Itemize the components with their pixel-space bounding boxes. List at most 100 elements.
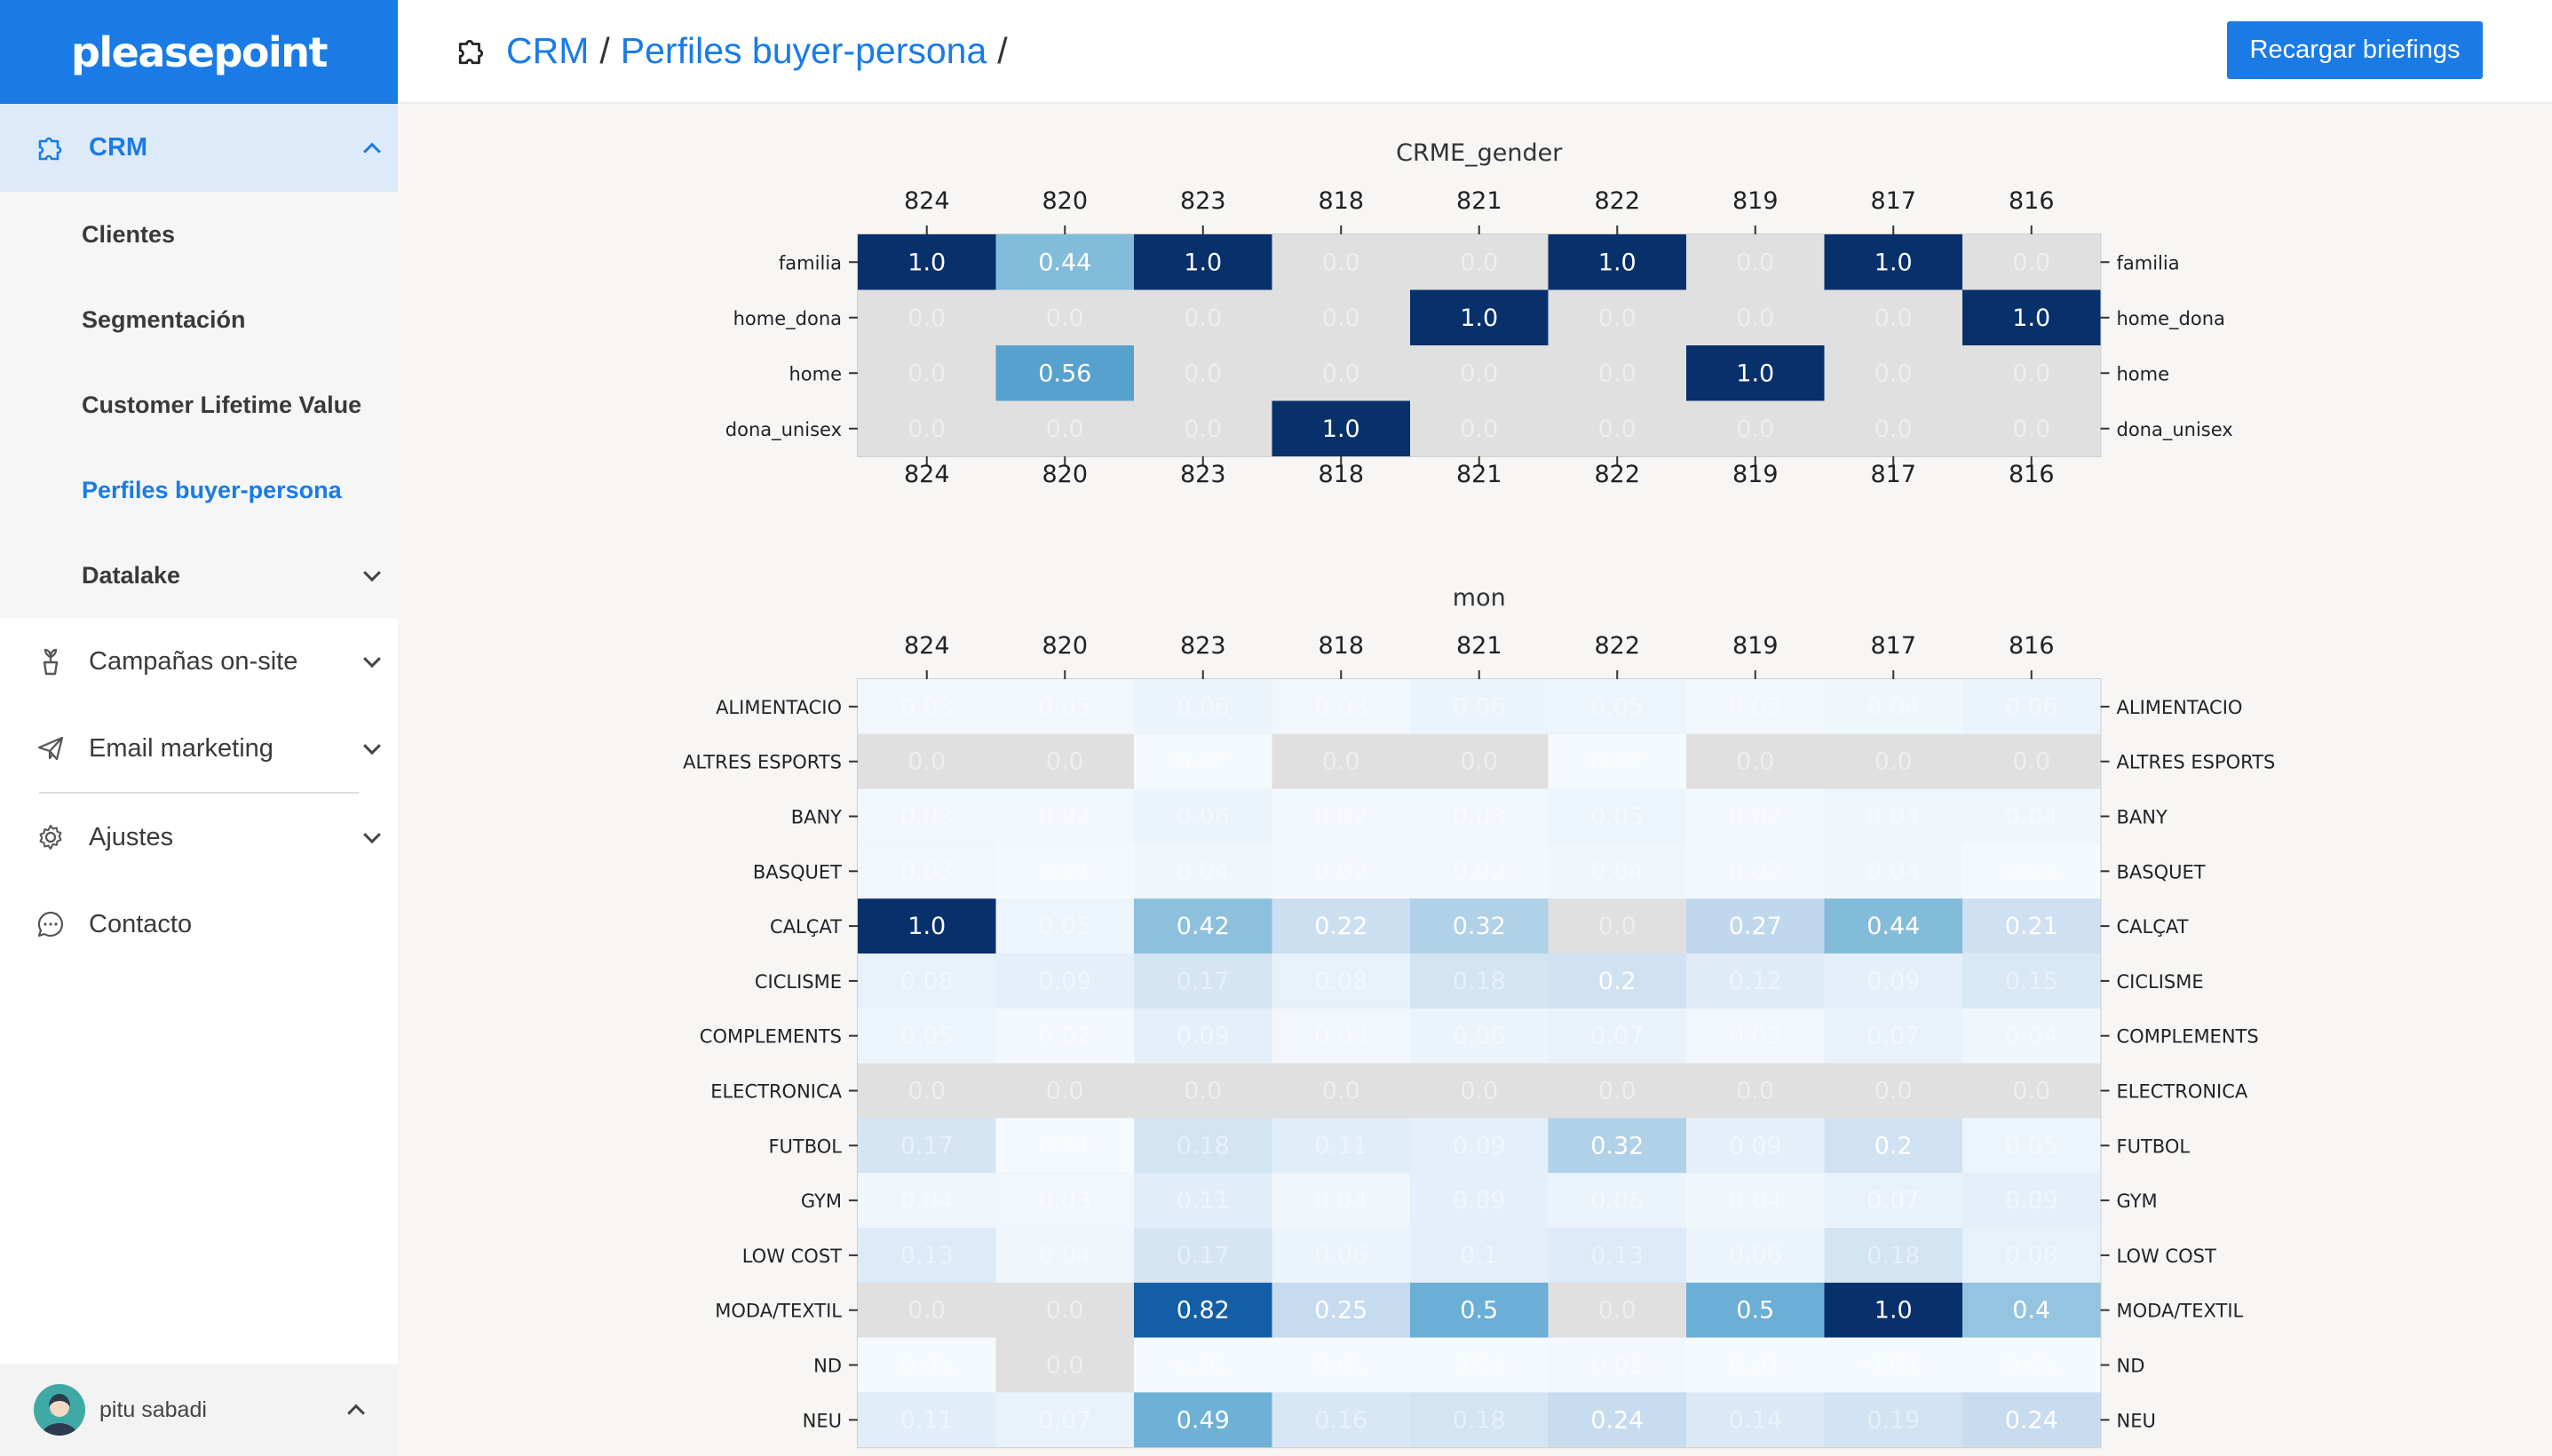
heatmap-cell xyxy=(995,1118,1134,1174)
row-label-right: CICLISME xyxy=(2117,971,2204,993)
crm-submenu: Clientes Segmentación Customer Lifetime … xyxy=(0,192,398,618)
cell-value-label: 0.01 xyxy=(1729,1352,1782,1380)
sidebar-item-customer-lifetime-value[interactable]: Customer Lifetime Value xyxy=(0,362,398,447)
column-label-bottom: 820 xyxy=(1042,461,1088,488)
cell-value-label: 0.08 xyxy=(1314,968,1367,995)
cell-value-label: 0.07 xyxy=(1038,1406,1091,1434)
heatmap-cell xyxy=(1134,1173,1272,1228)
chevron-up-icon xyxy=(363,142,381,160)
sidebar-item-email-marketing[interactable]: Email marketing xyxy=(0,705,398,792)
cell-value-label: 0.32 xyxy=(1453,913,1506,940)
heatmap-cell xyxy=(1686,733,1825,789)
breadcrumb-separator: / xyxy=(599,30,610,71)
puzzle-icon xyxy=(36,133,66,163)
heatmap-cell xyxy=(1410,1173,1549,1228)
cell-value-label: 0.01 xyxy=(1453,1352,1506,1380)
heatmap-cell xyxy=(1962,234,2101,290)
cell-value-label: 0.16 xyxy=(1314,1406,1367,1434)
cell-value-label: 0.05 xyxy=(1590,803,1644,831)
row-label-right: BASQUET xyxy=(2117,861,2206,882)
sidebar-item-contacto[interactable]: Contacto xyxy=(0,881,398,968)
sidebar-item-clientes[interactable]: Clientes xyxy=(0,192,398,277)
heatmap-cell xyxy=(1410,788,1549,844)
breadcrumb-crm[interactable]: CRM xyxy=(506,30,590,71)
heatmap-cell xyxy=(1548,733,1686,789)
row-label-left: ALIMENTACIO xyxy=(716,697,842,718)
heatmap-cell xyxy=(1272,1063,1410,1119)
heatmap-cell xyxy=(995,733,1134,789)
sidebar-item-datalake[interactable]: Datalake xyxy=(0,533,398,618)
sidebar: pleasepoint CRM Clientes Segmentación Cu… xyxy=(0,0,398,1456)
cell-value-label: 0.49 xyxy=(1177,1406,1230,1434)
cell-value-label: 0.56 xyxy=(1038,360,1091,387)
user-menu[interactable]: pitu sabadi xyxy=(0,1364,398,1456)
heatmap-cell xyxy=(1272,733,1410,789)
heatmap-cell xyxy=(1134,788,1272,844)
heatmap-cell xyxy=(1134,1282,1272,1338)
heatmap-cell xyxy=(1548,1063,1686,1119)
cell-value-label: 0.0 xyxy=(2012,415,2050,443)
cell-value-label: 0.0 xyxy=(1046,1297,1084,1325)
cell-value-label: 0.02 xyxy=(1314,803,1367,831)
heatmap-cell xyxy=(858,898,996,954)
heatmap-cell xyxy=(858,234,996,290)
heatmap-cell xyxy=(995,1008,1134,1064)
heatmap-cell xyxy=(1686,1063,1825,1119)
heatmap-cell xyxy=(1962,788,2101,844)
heatmap-cell xyxy=(1410,1063,1549,1119)
sidebar-item-segmentacion[interactable]: Segmentación xyxy=(0,277,398,362)
sidebar-item-ajustes[interactable]: Ajustes xyxy=(0,794,398,881)
cell-value-label: 0.04 xyxy=(1729,1187,1782,1215)
heatmap-cell xyxy=(995,1063,1134,1119)
cell-value-label: 0.02 xyxy=(1038,1023,1091,1050)
heatmap-cell xyxy=(1272,345,1410,401)
heatmap-cell xyxy=(1686,954,1825,1009)
row-label-left: BASQUET xyxy=(753,861,842,882)
cell-value-label: 0.0 xyxy=(1736,415,1774,443)
cell-value-label: 0.0 xyxy=(1184,1078,1222,1105)
heatmap-cell xyxy=(1272,788,1410,844)
sidebar-item-crm[interactable]: CRM xyxy=(0,104,398,192)
heatmap-cell xyxy=(1134,345,1272,401)
heatmap-cell xyxy=(1134,1228,1272,1283)
cell-value-label: 0.5 xyxy=(1736,1297,1774,1325)
row-label-right: home_dona xyxy=(2117,308,2225,330)
cell-value-label: 0.03 xyxy=(1729,1023,1782,1050)
sidebar-item-perfiles-buyer-persona[interactable]: Perfiles buyer-persona xyxy=(0,447,398,533)
heatmap-cell xyxy=(1410,1118,1549,1174)
column-label-bottom: 819 xyxy=(1732,461,1779,488)
heatmap-cell xyxy=(1410,898,1549,954)
top-header: CRM / Perfiles buyer-persona / Recargar … xyxy=(398,0,2552,104)
cell-value-label: 0.06 xyxy=(1314,1242,1367,1270)
cell-value-label: 0.05 xyxy=(1590,693,1644,721)
cell-value-label: 0.01 xyxy=(1314,1352,1367,1380)
sidebar-item-campanas-on-site[interactable]: Campañas on-site xyxy=(0,618,398,705)
paper-plane-icon xyxy=(36,733,66,764)
heatmap-cell xyxy=(1548,898,1686,954)
row-label-left: ALTRES ESPORTS xyxy=(683,752,842,773)
row-label-left: BANY xyxy=(791,807,842,828)
cell-value-label: 0.0 xyxy=(907,305,946,332)
heatmap-cell xyxy=(858,1337,996,1393)
cell-value-label: 0.06 xyxy=(1453,1023,1506,1050)
cell-value-label: 0.02 xyxy=(1314,858,1367,885)
chevron-down-icon xyxy=(363,650,381,669)
cell-value-label: 0.0 xyxy=(1598,1297,1637,1325)
cell-value-label: 0.0 xyxy=(1184,360,1222,387)
heatmap-cell xyxy=(995,954,1134,1009)
heatmap-cell xyxy=(1410,345,1549,401)
column-label-bottom: 822 xyxy=(1594,461,1640,488)
sidebar-item-label: Clientes xyxy=(82,220,176,248)
column-label-top: 816 xyxy=(2009,632,2055,660)
heatmap-cell xyxy=(1410,234,1549,290)
row-label-right: home xyxy=(2117,363,2170,384)
breadcrumb-perfiles-buyer-persona[interactable]: Perfiles buyer-persona xyxy=(620,30,987,71)
cell-value-label: 0.01 xyxy=(1177,1352,1230,1380)
heatmap-cell xyxy=(1824,234,1962,290)
heatmap-cell xyxy=(858,1063,996,1119)
heatmap-cell xyxy=(858,954,996,1009)
brand-logo[interactable]: pleasepoint xyxy=(0,0,398,104)
heatmap-cell xyxy=(1962,898,2101,954)
reload-briefings-button[interactable]: Recargar briefings xyxy=(2227,21,2483,79)
cell-value-label: 0.0 xyxy=(1598,360,1637,387)
